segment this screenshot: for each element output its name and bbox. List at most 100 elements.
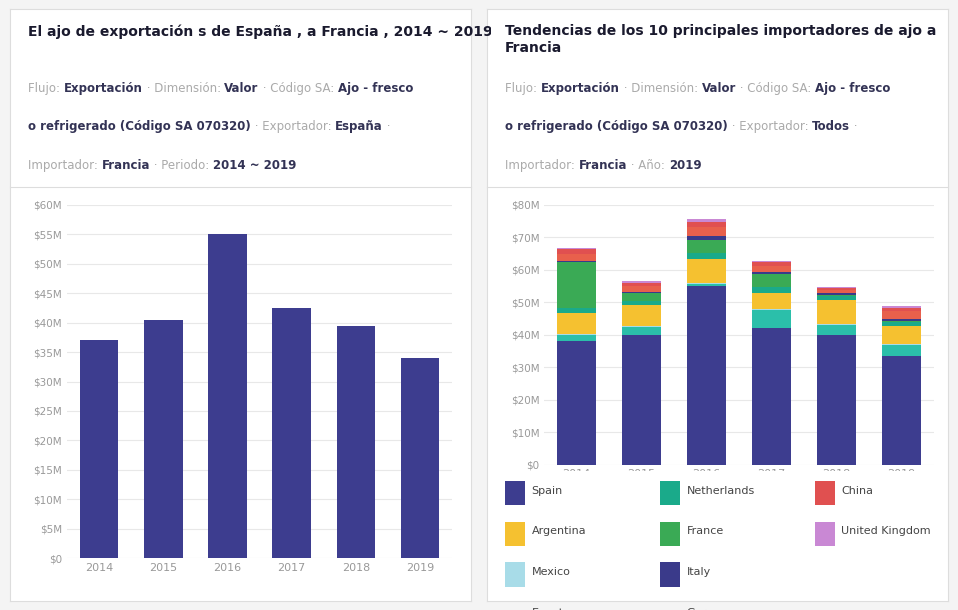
Text: Germany: Germany xyxy=(687,608,738,610)
Bar xyxy=(622,335,661,465)
Bar xyxy=(817,324,856,325)
Bar xyxy=(660,562,680,587)
Text: Exportación: Exportación xyxy=(63,82,143,95)
Bar xyxy=(752,272,791,274)
Text: Italy: Italy xyxy=(687,567,711,578)
Text: · Exportador:: · Exportador: xyxy=(251,120,335,134)
Text: · Código SA:: · Código SA: xyxy=(259,82,338,95)
Bar xyxy=(558,313,596,334)
Bar xyxy=(687,237,726,240)
Bar xyxy=(558,261,596,262)
Bar xyxy=(687,222,726,227)
Text: Ajo - fresco: Ajo - fresco xyxy=(815,82,890,95)
Bar xyxy=(817,293,856,295)
Text: Todos: Todos xyxy=(812,120,850,134)
Text: Valor: Valor xyxy=(701,82,736,95)
Bar xyxy=(558,334,596,335)
Bar xyxy=(752,274,791,287)
Bar xyxy=(687,240,726,253)
Text: Francia: Francia xyxy=(102,159,150,172)
Text: Flujo:: Flujo: xyxy=(505,82,540,95)
Bar xyxy=(687,218,726,222)
Bar xyxy=(336,326,376,558)
Bar xyxy=(558,341,596,465)
Bar xyxy=(687,227,726,237)
Text: o refrigerado (Código SA 070320): o refrigerado (Código SA 070320) xyxy=(505,120,728,134)
Bar xyxy=(817,290,856,293)
Bar xyxy=(622,326,661,327)
Bar xyxy=(558,248,596,249)
Bar xyxy=(687,253,726,259)
Bar xyxy=(400,358,440,558)
Bar xyxy=(660,481,680,506)
Bar xyxy=(505,481,525,506)
Bar xyxy=(558,308,596,313)
Bar xyxy=(882,308,921,311)
Text: · Código SA:: · Código SA: xyxy=(736,82,815,95)
Bar xyxy=(882,345,921,356)
Bar xyxy=(80,340,119,558)
Bar xyxy=(752,328,791,465)
Text: Mexico: Mexico xyxy=(532,567,571,578)
Text: Ajo - fresco: Ajo - fresco xyxy=(338,82,413,95)
Bar xyxy=(752,261,791,262)
Bar xyxy=(752,262,791,265)
Bar xyxy=(882,356,921,465)
Bar xyxy=(622,285,661,292)
Text: ·: · xyxy=(383,120,390,134)
Bar xyxy=(752,265,791,272)
Bar xyxy=(882,323,921,326)
Bar xyxy=(622,327,661,335)
Text: · Dimensión:: · Dimensión: xyxy=(143,82,224,95)
Bar xyxy=(817,287,856,289)
Bar xyxy=(687,284,726,286)
Text: · Dimensión:: · Dimensión: xyxy=(620,82,701,95)
Bar xyxy=(558,335,596,341)
Text: El ajo de exportación s de España , a Francia , 2014 ~ 2019: El ajo de exportación s de España , a Fr… xyxy=(28,24,492,39)
Bar xyxy=(505,522,525,547)
Bar xyxy=(622,281,661,282)
Bar xyxy=(622,301,661,304)
Bar xyxy=(505,603,525,610)
Text: Exportación: Exportación xyxy=(540,82,620,95)
Bar xyxy=(817,295,856,296)
Bar xyxy=(660,522,680,547)
Text: Valor: Valor xyxy=(224,82,259,95)
Text: Netherlands: Netherlands xyxy=(687,486,755,495)
Text: España: España xyxy=(335,120,383,134)
Text: France: France xyxy=(687,526,724,536)
Text: Spain: Spain xyxy=(532,486,563,495)
Bar xyxy=(687,286,726,465)
Bar xyxy=(272,308,311,558)
Text: Tendencias de los 10 principales importadores de ajo a
Francia: Tendencias de los 10 principales importa… xyxy=(505,24,936,55)
Bar xyxy=(144,320,183,558)
Text: o refrigerado (Código SA 070320): o refrigerado (Código SA 070320) xyxy=(28,120,251,134)
Bar xyxy=(882,326,921,343)
Bar xyxy=(687,259,726,284)
Bar xyxy=(817,335,856,465)
Bar xyxy=(752,309,791,310)
Bar xyxy=(815,481,834,506)
Text: Francia: Francia xyxy=(579,159,627,172)
Bar xyxy=(752,293,791,309)
Text: · Año:: · Año: xyxy=(627,159,669,172)
Text: · Exportador:: · Exportador: xyxy=(728,120,812,134)
Bar xyxy=(817,300,856,324)
Bar xyxy=(882,306,921,308)
Text: Flujo:: Flujo: xyxy=(28,82,63,95)
Text: United Kingdom: United Kingdom xyxy=(841,526,931,536)
Text: Importador:: Importador: xyxy=(28,159,102,172)
Bar xyxy=(752,287,791,293)
Bar xyxy=(622,304,661,326)
Text: Egypt: Egypt xyxy=(532,608,563,610)
Bar xyxy=(815,522,834,547)
Bar xyxy=(882,311,921,319)
Bar xyxy=(817,325,856,335)
Bar xyxy=(558,262,596,308)
Text: Argentina: Argentina xyxy=(532,526,586,536)
Bar xyxy=(882,343,921,345)
Text: 2019: 2019 xyxy=(669,159,701,172)
Bar xyxy=(622,282,661,285)
Bar xyxy=(622,292,661,293)
Bar xyxy=(882,319,921,321)
